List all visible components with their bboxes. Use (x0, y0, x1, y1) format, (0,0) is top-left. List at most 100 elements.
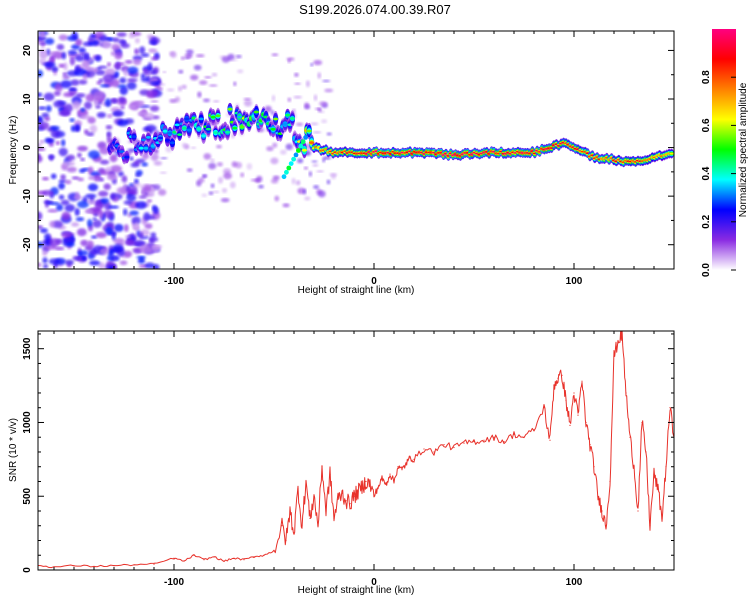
noise-blob (80, 157, 85, 162)
noise-blob (105, 226, 113, 235)
noise-blob (38, 69, 44, 78)
noise-blob (208, 162, 217, 170)
noise-blob (43, 200, 54, 204)
noise-blob (313, 185, 320, 189)
noise-blob (42, 190, 54, 196)
noise-blob (107, 266, 114, 269)
noise-blob (94, 55, 102, 62)
snr-point (357, 491, 359, 493)
noise-blob (75, 93, 86, 98)
snr-point (381, 477, 383, 480)
noise-blob (271, 94, 276, 102)
noise-blob (42, 250, 48, 257)
noise-blob (152, 205, 157, 211)
noise-blob (201, 193, 208, 197)
noise-blob (46, 105, 52, 112)
ridge-cell (291, 156, 296, 162)
noise-blob (303, 166, 308, 170)
noise-blob (80, 107, 86, 112)
noise-blob (61, 231, 72, 239)
noise-blob (302, 188, 307, 195)
noise-blob (53, 100, 65, 108)
noise-blob (203, 153, 212, 160)
ridge-cell (239, 125, 245, 129)
noise-blob (93, 67, 98, 73)
noise-blob (169, 98, 177, 103)
noise-blob (86, 240, 94, 249)
noise-blob (231, 58, 239, 62)
noise-blob (124, 239, 134, 245)
snr-point (657, 488, 659, 490)
ridge-cell (198, 117, 204, 121)
noise-blob (180, 56, 185, 60)
noise-blob (256, 175, 263, 183)
noise-blob (95, 231, 107, 239)
noise-blob (313, 59, 323, 66)
noise-blob (82, 73, 88, 81)
spectrogram-noise (38, 31, 338, 269)
snr-point (349, 503, 351, 505)
noise-blob (123, 224, 129, 232)
snr-point (463, 442, 465, 444)
noise-blob (60, 199, 70, 206)
noise-blob (98, 210, 104, 220)
ridge-cell (285, 113, 291, 117)
colorbar-tick-label: 0.6 (701, 118, 712, 132)
noise-blob (67, 50, 78, 55)
ridge-cell (298, 143, 304, 149)
x-tick-label: -100 (164, 577, 184, 588)
snr-point (193, 554, 195, 556)
noise-blob (76, 228, 87, 237)
noise-blob (221, 56, 230, 63)
noise-blob (134, 48, 140, 55)
noise-blob (143, 112, 155, 119)
noise-blob (312, 163, 319, 167)
noise-blob (93, 98, 99, 107)
ridge-cell (286, 165, 292, 171)
noise-blob (159, 171, 167, 174)
noise-blob (119, 260, 128, 266)
ridge-cell (177, 133, 183, 137)
noise-blob (61, 51, 67, 60)
noise-blob (77, 200, 89, 209)
noise-blob (132, 182, 141, 187)
noise-blob (78, 79, 88, 85)
noise-blob (223, 172, 233, 180)
noise-blob (229, 181, 236, 189)
noise-blob (81, 255, 87, 261)
noise-blob (139, 46, 146, 55)
noise-blob (43, 92, 55, 102)
ridge-cell (284, 169, 289, 175)
noise-blob (112, 37, 120, 43)
noise-blob (38, 92, 43, 98)
snr-point (293, 532, 295, 534)
noise-blob (186, 168, 193, 172)
noise-blob (113, 62, 122, 70)
noise-blob (149, 237, 155, 244)
noise-blob (149, 81, 161, 86)
noise-blob (43, 264, 49, 269)
noise-blob (306, 80, 310, 88)
noise-blob (92, 219, 102, 228)
snr-point (285, 539, 287, 542)
ridge-cell (237, 115, 243, 119)
snr-point (321, 466, 323, 468)
snr-point (621, 333, 623, 335)
snr-point (589, 444, 591, 446)
noise-blob (220, 198, 230, 203)
noise-blob (44, 116, 51, 122)
noise-blob (295, 180, 301, 186)
noise-blob (185, 54, 193, 58)
ridge-cell (293, 152, 299, 158)
snr-point (577, 414, 579, 416)
noise-blob (216, 162, 223, 167)
x-tick-label: -100 (164, 276, 184, 287)
noise-blob (102, 210, 114, 219)
noise-blob (243, 99, 253, 107)
snr-point (173, 557, 175, 559)
noise-blob (38, 116, 44, 125)
noise-blob (48, 238, 60, 247)
noise-blob (157, 189, 167, 196)
noise-blob (310, 122, 319, 126)
noise-blob (243, 97, 252, 101)
